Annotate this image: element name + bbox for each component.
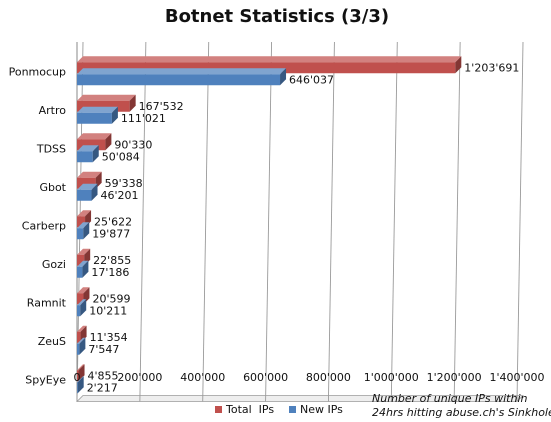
x-tick-label-7: 1'400'000 <box>489 371 544 384</box>
bar-total-ips-spyeye <box>77 364 85 382</box>
category-label-artro: Artro <box>39 104 67 117</box>
data-label-new-ips-carberp: 19'877 <box>92 227 130 240</box>
annotation-line-2: 24hrs hitting abuse.ch's Sinkhole <box>372 406 551 419</box>
data-label-total-ips-ponmocup: 1'203'691 <box>464 61 519 74</box>
x-tick-label-6: 1'200'000 <box>427 371 482 384</box>
category-label-tdss: TDSS <box>36 142 66 155</box>
bar-total-ips-ponmocup <box>77 56 462 74</box>
data-label-new-ips-artro: 111'021 <box>121 112 166 125</box>
x-tick-label-1: 200'000 <box>117 371 162 384</box>
gridline-5 <box>390 41 398 402</box>
bar-new-ips-ramnit <box>77 299 87 317</box>
data-label-total-ips-zeus: 11'354 <box>90 331 128 344</box>
data-label-new-ips-ponmocup: 646'037 <box>289 73 334 86</box>
gridline-3 <box>265 41 273 402</box>
bar-new-ips-gozi <box>77 260 89 278</box>
x-tick-label-5: 1'000'000 <box>364 371 419 384</box>
category-label-ponmocup: Ponmocup <box>9 65 66 78</box>
data-label-new-ips-tdss: 50'084 <box>102 150 140 163</box>
bar-total-ips-tdss <box>77 133 112 151</box>
bar-new-ips-ponmocup <box>77 68 287 86</box>
annotation-line-1: Number of unique IPs within <box>372 392 528 405</box>
category-label-ramnit: Ramnit <box>27 296 67 309</box>
category-label-spyeye: SpyEye <box>25 373 66 386</box>
data-label-total-ips-gbot: 59'338 <box>105 177 143 190</box>
legend-label-new-ips: New IPs <box>300 403 343 416</box>
gridline-2 <box>202 41 210 402</box>
data-label-new-ips-gbot: 46'201 <box>101 189 139 202</box>
category-label-carberp: Carberp <box>22 219 66 232</box>
bar-new-ips-artro <box>77 106 118 124</box>
data-label-total-ips-carberp: 25'622 <box>94 215 132 228</box>
bar-new-ips-tdss <box>77 145 99 163</box>
category-label-gozi: Gozi <box>42 258 66 271</box>
bar-new-ips-carberp <box>77 222 90 240</box>
data-labels: 1'203'691 167'532 90'330 59'338 25'622 22'855… <box>87 61 520 394</box>
plot-floor-plane <box>76 395 524 402</box>
bar-new-ips-zeus <box>77 337 86 355</box>
data-label-total-ips-spyeye: 4'855 <box>88 369 119 382</box>
gridline-7 <box>516 41 524 402</box>
data-label-new-ips-gozi: 17'186 <box>91 266 129 279</box>
legend-swatch-new-ips <box>289 406 296 413</box>
plot-floor <box>76 42 524 402</box>
data-label-total-ips-ramnit: 20'599 <box>92 292 130 305</box>
x-axis-tick-labels: 0 200'000 400'000 600'000 800'000 1'000'000 1'… <box>74 371 545 384</box>
chart-title: Botnet Statistics (3/3) <box>165 6 389 27</box>
data-label-new-ips-ramnit: 10'211 <box>89 304 127 317</box>
data-label-total-ips-tdss: 90'330 <box>114 138 152 151</box>
x-tick-label-0: 0 <box>74 371 81 384</box>
category-label-gbot: Gbot <box>39 181 66 194</box>
data-label-total-ips-gozi: 22'855 <box>93 254 131 267</box>
bar-total-ips-artro <box>77 94 136 112</box>
bar-total-ips-zeus <box>77 325 87 343</box>
data-label-total-ips-artro: 167'532 <box>139 100 184 113</box>
bar-new-ips-gbot <box>77 183 98 201</box>
data-label-new-ips-zeus: 7'547 <box>88 343 119 356</box>
bar-new-ips-spyeye <box>77 376 84 394</box>
gridline-1 <box>139 41 147 402</box>
category-label-zeus: ZeuS <box>38 335 66 348</box>
category-labels: Ponmocup Artro TDSS Gbot Carberp Gozi Ramnit Ze… <box>9 65 67 386</box>
gridline-4 <box>327 41 335 402</box>
legend: Total IPs New IPs <box>215 403 343 416</box>
x-tick-label-4: 800'000 <box>306 371 351 384</box>
gridlines <box>76 41 524 402</box>
x-tick-label-3: 600'000 <box>243 371 288 384</box>
data-label-new-ips-spyeye: 2'217 <box>87 381 118 394</box>
bars <box>77 56 462 394</box>
gridline-6 <box>453 41 461 402</box>
legend-label-total-ips: Total IPs <box>225 403 274 416</box>
x-tick-label-2: 400'000 <box>180 371 225 384</box>
legend-swatch-total-ips <box>215 406 222 413</box>
